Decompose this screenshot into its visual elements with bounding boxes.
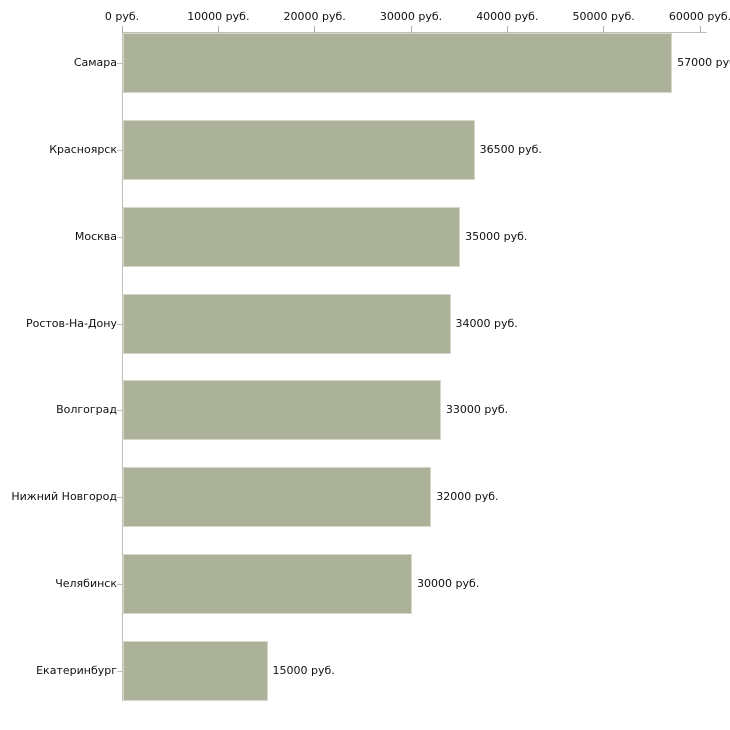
- category-label: Москва: [74, 229, 117, 243]
- value-label: 33000 руб.: [445, 403, 509, 417]
- x-tick: [699, 26, 701, 33]
- bar: [123, 33, 673, 93]
- category-label: Волгоград: [56, 403, 117, 417]
- x-tick: [603, 26, 605, 33]
- category-label: Самара: [73, 56, 117, 69]
- category-tick: [117, 149, 122, 151]
- bar: [123, 554, 412, 615]
- bar: [123, 293, 451, 354]
- x-axis-line: [122, 32, 707, 33]
- value-label: 30000 руб.: [417, 577, 480, 591]
- bar: [123, 206, 461, 267]
- category-label: Ростов-На-Дону: [25, 316, 117, 330]
- x-tick-label: 20000 руб.: [283, 10, 346, 23]
- category-label: Нижний Новгород: [11, 490, 117, 504]
- value-label: 35000 руб.: [465, 229, 528, 243]
- category-tick: [117, 236, 122, 238]
- x-tick-label: 0 руб.: [104, 10, 140, 23]
- value-label: 32000 руб.: [436, 490, 499, 504]
- value-label: 34000 руб.: [455, 316, 518, 330]
- category-tick: [117, 670, 122, 672]
- category-label: Красноярск: [49, 142, 117, 156]
- value-label: 36500 руб.: [479, 142, 542, 156]
- category-label: Челябинск: [55, 577, 117, 591]
- bar: [123, 640, 268, 701]
- category-tick: [117, 497, 122, 499]
- category-tick: [117, 584, 122, 586]
- x-tick-label: 40000 руб.: [476, 10, 539, 23]
- x-tick-label: 60000 руб.: [668, 10, 730, 23]
- x-tick: [217, 26, 219, 33]
- category-tick: [117, 323, 122, 325]
- category-label: Екатеринбург: [36, 663, 117, 677]
- x-tick-label: 30000 руб.: [379, 10, 443, 23]
- x-tick: [314, 26, 316, 33]
- bar: [123, 119, 475, 180]
- x-tick: [121, 26, 123, 33]
- x-tick-label: 50000 руб.: [572, 10, 635, 23]
- category-tick: [117, 63, 122, 64]
- x-tick: [410, 26, 412, 33]
- bar: [123, 380, 441, 441]
- value-label: 15000 руб.: [272, 663, 335, 677]
- value-label: 57000 руб.: [677, 56, 730, 69]
- y-axis-line: [122, 32, 123, 701]
- bar: [123, 467, 432, 528]
- x-tick-label: 10000 руб.: [187, 10, 250, 23]
- category-tick: [117, 410, 122, 412]
- x-tick: [506, 26, 508, 33]
